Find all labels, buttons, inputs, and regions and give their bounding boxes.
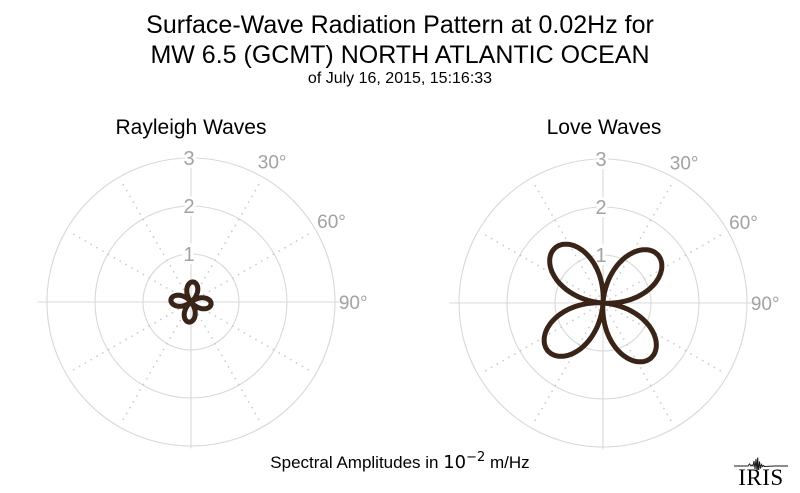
event-datetime-subtitle: of July 16, 2015, 15:16:33: [307, 70, 493, 87]
units-base: 10: [443, 452, 467, 473]
grid-ray: [119, 308, 188, 426]
love-polar-plot: 1 2 3 30° 60° 90°: [449, 146, 780, 450]
rayleigh-plot-title: Rayleigh Waves: [115, 116, 267, 139]
grid-ray: [609, 306, 727, 375]
angle-tick-label: 30°: [670, 153, 699, 174]
radial-tick-label: 1: [595, 245, 606, 267]
grid-ray: [531, 179, 600, 297]
grid-ray: [194, 178, 263, 296]
radial-tick-label: 3: [183, 148, 194, 170]
angle-tick-label: 90°: [339, 293, 368, 314]
grid-ray: [609, 231, 727, 300]
seismogram-icon: [734, 457, 788, 470]
radiation-pattern-curve: [168, 279, 214, 325]
amplitude-units-label: Spectral Amplitudes in 10−2 m/Hz: [0, 450, 800, 473]
radiation-pattern-curve: [541, 241, 665, 365]
angle-tick-label: 60°: [317, 212, 346, 233]
page-title-line2: MW 6.5 (GCMT) NORTH ATLANTIC OCEAN: [150, 41, 650, 69]
units-suffix: m/Hz: [485, 453, 530, 472]
grid-ray: [67, 305, 185, 374]
units-prefix: Spectral Amplitudes in: [270, 453, 444, 472]
grid-ray: [194, 308, 263, 426]
radial-tick-label: 2: [595, 197, 606, 219]
grid-ray: [479, 306, 597, 375]
grid-ray: [197, 305, 315, 374]
grid-ray: [197, 230, 315, 299]
radial-tick-label: 1: [183, 244, 194, 266]
iris-logo: IRIS: [730, 457, 792, 490]
angle-tick-label: 30°: [258, 152, 287, 173]
iris-logo-text: IRIS: [738, 465, 784, 490]
grid-ray: [606, 179, 675, 297]
page-title: Surface-Wave Radiation Pattern at 0.02Hz…: [0, 10, 800, 70]
units-exponent: −2: [466, 450, 486, 465]
rayleigh-polar-plot: 1 2 3 30° 60° 90°: [37, 145, 368, 449]
grid-ray: [479, 231, 597, 300]
grid-ray: [67, 230, 185, 299]
angle-tick-label: 90°: [751, 294, 780, 315]
grid-ray: [531, 309, 600, 427]
radial-tick-label: 3: [595, 149, 606, 171]
radial-tick-label: 2: [183, 196, 194, 218]
grid-ray: [119, 178, 188, 296]
love-plot-title: Love Waves: [546, 116, 662, 139]
page-title-line1: Surface-Wave Radiation Pattern at 0.02Hz…: [146, 11, 654, 39]
angle-tick-label: 60°: [729, 213, 758, 234]
grid-ray: [606, 309, 675, 427]
